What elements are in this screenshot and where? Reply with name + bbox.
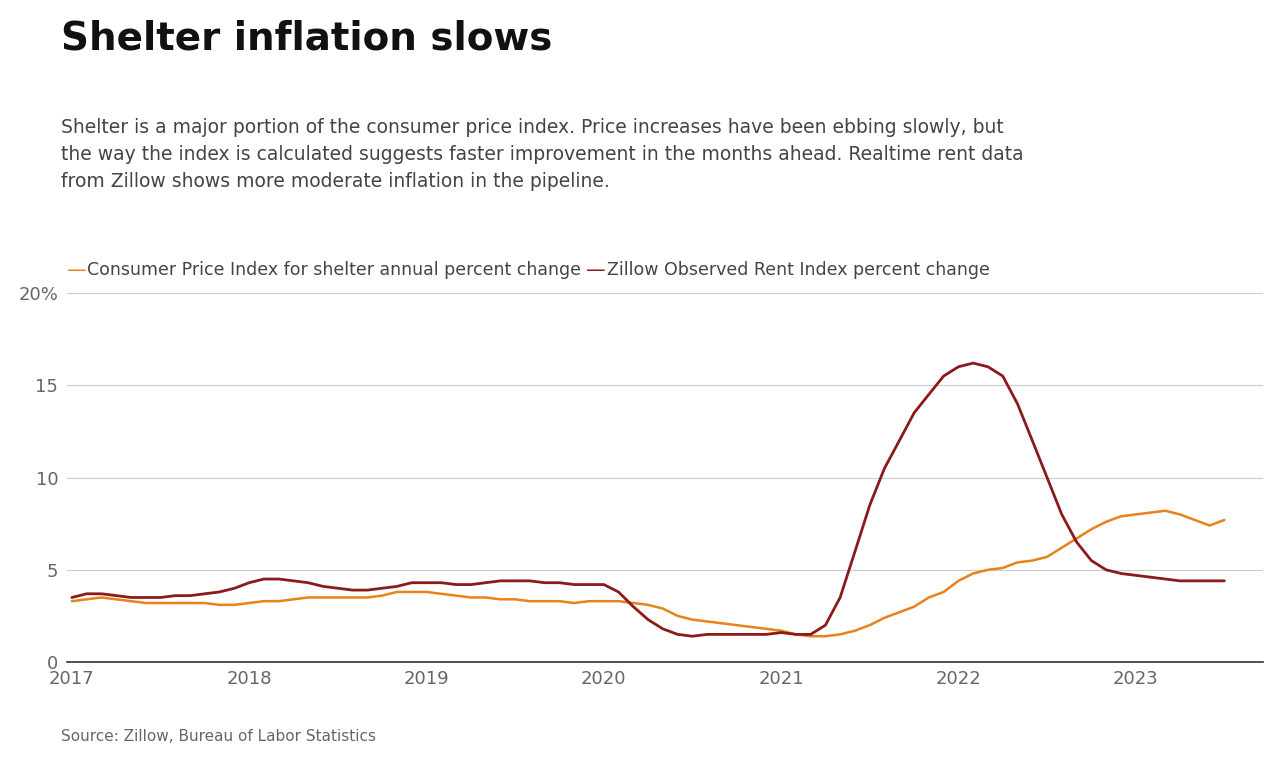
- Text: Shelter is a major portion of the consumer price index. Price increases have bee: Shelter is a major portion of the consum…: [61, 118, 1024, 192]
- Text: Zillow Observed Rent Index percent change: Zillow Observed Rent Index percent chang…: [607, 261, 989, 279]
- Text: Consumer Price Index for shelter annual percent change: Consumer Price Index for shelter annual …: [87, 261, 581, 279]
- Text: Source: Zillow, Bureau of Labor Statistics: Source: Zillow, Bureau of Labor Statisti…: [61, 729, 376, 744]
- Text: —: —: [67, 261, 86, 279]
- Text: —: —: [586, 261, 605, 279]
- Text: Shelter inflation slows: Shelter inflation slows: [61, 19, 553, 57]
